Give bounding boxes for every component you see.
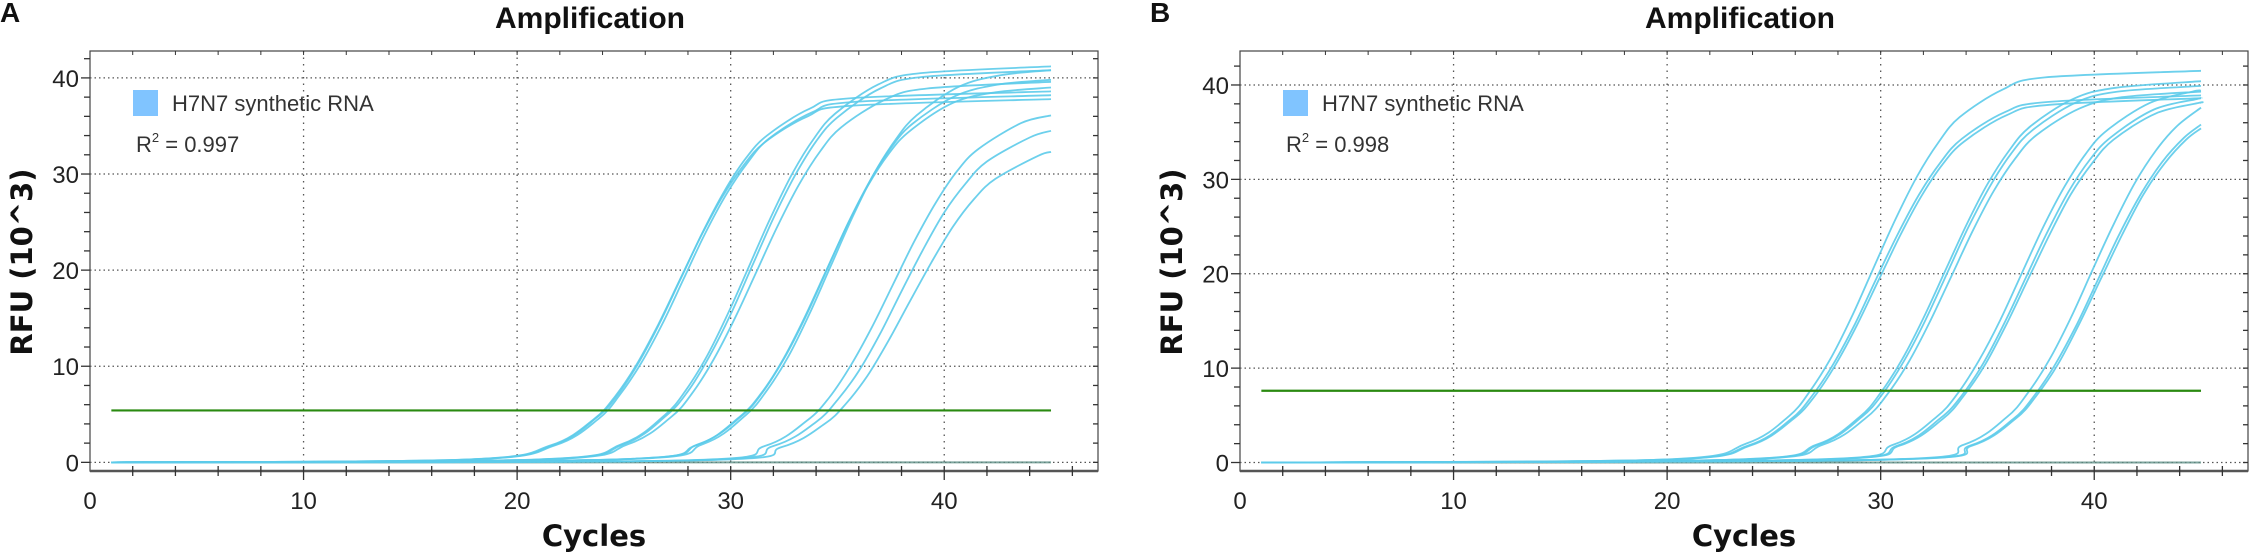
amplification-curve <box>111 80 1052 464</box>
y-tick-label: 30 <box>52 162 79 189</box>
r-squared-annotation: R2 = 0.998 <box>1286 130 1389 157</box>
y-tick-label: 40 <box>52 66 79 93</box>
amplification-curve <box>111 129 1052 464</box>
amplification-curve <box>111 151 1052 464</box>
y-tick-label: 0 <box>66 450 79 477</box>
amplification-curve <box>111 78 1052 464</box>
r2-superscript: 2 <box>152 130 159 145</box>
x-tick-label: 20 <box>1654 488 1681 515</box>
legend-label: H7N7 synthetic RNA <box>1322 91 1524 116</box>
y-tick-label: 0 <box>1216 451 1229 478</box>
amplification-curve <box>1261 101 2204 464</box>
legend-swatch <box>133 90 158 116</box>
y-tick-label: 20 <box>1202 262 1229 289</box>
amplification-curve <box>1261 90 2202 464</box>
amplification-curve <box>1261 89 2202 464</box>
x-tick-label: 30 <box>1867 488 1894 515</box>
x-axis-label: Cycles <box>1692 519 1796 553</box>
chart-title: Amplification <box>1645 2 1835 35</box>
y-tick-label: 30 <box>1202 167 1229 194</box>
y-tick-label: 20 <box>52 258 79 285</box>
legend-swatch <box>1283 90 1308 116</box>
r2-value: = 0.997 <box>159 132 239 157</box>
chart-title: Amplification <box>495 2 685 35</box>
amplification-curve <box>1261 106 2202 464</box>
amplification-curve <box>1261 94 2202 464</box>
x-tick-label: 0 <box>83 488 96 515</box>
amplification-curve <box>1261 80 2202 464</box>
amplification-curve <box>111 69 1052 464</box>
panel-letter: B <box>1150 0 1170 28</box>
x-axis-label: Cycles <box>542 519 646 553</box>
amplification-curve <box>1261 127 2202 464</box>
y-tick-label: 10 <box>1202 356 1229 383</box>
amplification-curve <box>111 94 1052 464</box>
amplification-curve <box>111 90 1052 464</box>
r2-prefix: R <box>136 132 152 157</box>
amplification-curve <box>1261 97 2202 464</box>
y-tick-label: 10 <box>52 354 79 381</box>
r-squared-annotation: R2 = 0.997 <box>136 130 239 157</box>
amplification-curve <box>1261 69 2202 464</box>
x-tick-label: 0 <box>1233 488 1246 515</box>
x-tick-label: 40 <box>2081 488 2108 515</box>
plot-area: 0 10 20 30 40 0 10 20 30 40 <box>1202 50 2249 515</box>
r2-superscript: 2 <box>1302 130 1309 145</box>
x-tick-label: 20 <box>504 488 531 515</box>
amplification-curve <box>1261 97 2203 464</box>
amplification-curve <box>111 98 1052 464</box>
x-tick-label: 10 <box>290 488 317 515</box>
amplification-curve <box>111 69 1052 464</box>
amplification-curve <box>1261 123 2202 464</box>
chart-panel-b: B Amplification Cycles RFU (10^3) H7N7 s… <box>1150 0 2249 553</box>
legend-label: H7N7 synthetic RNA <box>172 91 374 116</box>
y-axis-label: RFU (10^3) <box>1155 168 1189 355</box>
x-tick-label: 40 <box>931 488 958 515</box>
y-axis-label: RFU (10^3) <box>5 168 39 355</box>
plot-area: 0 10 20 30 40 0 10 20 30 40 <box>52 50 1099 515</box>
chart-panel-a: A Amplification Cycles RFU (10^3) H7N7 s… <box>0 0 1099 553</box>
x-tick-label: 10 <box>1440 488 1467 515</box>
panel-letter: A <box>0 0 20 28</box>
r2-value: = 0.998 <box>1309 132 1389 157</box>
x-tick-label: 30 <box>717 488 744 515</box>
r2-prefix: R <box>1286 132 1302 157</box>
y-tick-label: 40 <box>1202 73 1229 100</box>
